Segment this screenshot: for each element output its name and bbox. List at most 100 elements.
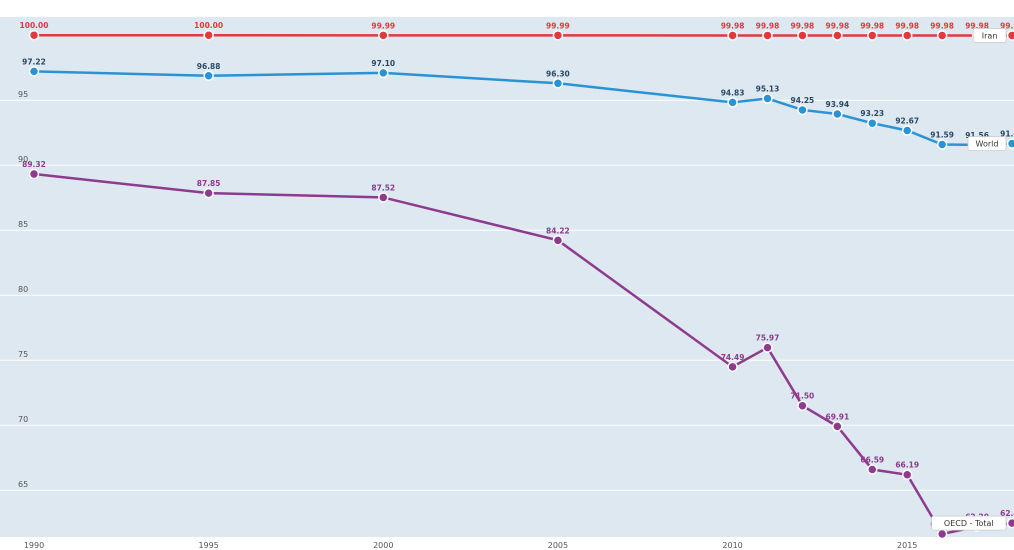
y-tick-label: 95 [18,90,28,99]
data-point[interactable] [203,29,214,41]
data-point[interactable] [378,192,389,203]
data-label: 97.22 [22,57,46,66]
data-point[interactable] [797,30,808,41]
data-label: 99.98 [1000,21,1014,30]
series-tag-label: OECD - Total [944,519,994,528]
series-tag-box [972,28,1007,43]
data-point[interactable] [552,235,564,246]
x-tick-label: 1990 [24,541,44,550]
data-point[interactable] [552,30,564,41]
data-point[interactable] [203,187,214,199]
data-label: 91.66 [1000,130,1014,139]
data-point[interactable] [552,78,564,89]
data-point[interactable] [867,30,878,41]
series-tag-label: World [976,140,999,149]
data-point[interactable] [936,139,948,150]
data-label: 91.56 [965,131,989,140]
data-point[interactable] [727,361,738,373]
data-point[interactable] [901,469,913,480]
data-label: 92.67 [895,116,919,125]
x-tick-label: 1995 [198,541,218,550]
data-label: 100.00 [194,21,223,30]
y-axis-ticks: 65 70 75 80 85 90 95 [18,90,28,489]
series-tag-box [931,515,1007,531]
data-label: 74.49 [721,353,745,362]
data-point[interactable] [762,93,773,104]
data-point[interactable] [378,30,389,41]
x-tick-label: 2005 [548,541,568,550]
y-tick-label: 75 [18,350,28,359]
series-tag: World [967,136,1007,152]
data-label: 99.99 [546,21,570,30]
data-label: 99.98 [930,21,954,30]
data-label: 95.13 [756,85,780,94]
data-label: 99.98 [860,21,884,30]
data-point[interactable] [832,108,843,120]
data-point[interactable] [28,66,40,77]
data-label: 94.25 [791,96,815,105]
y-tick-label: 80 [18,285,28,294]
y-tick-label: 85 [18,220,28,229]
data-point[interactable] [901,30,913,41]
data-label: 91.59 [930,131,954,140]
x-axis-ticks: 1990 1995 2000 2005 2010 2015 [24,541,918,550]
series-tag-label: Iran [982,31,998,40]
data-point[interactable] [1006,138,1014,149]
data-point[interactable] [1006,517,1014,529]
data-label: 87.52 [371,183,395,192]
data-point[interactable] [797,104,808,116]
gridlines [0,99,1014,491]
series-tag: Iran [972,28,1007,43]
data-label: 71.50 [791,392,815,401]
data-point[interactable] [901,125,913,136]
data-label: 69.91 [825,412,849,421]
data-label: 97.10 [371,59,395,68]
data-point[interactable] [867,464,878,475]
data-label: 99.98 [965,21,989,30]
data-point[interactable] [28,168,40,180]
data-label: 66.59 [860,456,884,465]
data-label: 99.98 [756,21,780,30]
data-point[interactable] [727,97,738,108]
data-label: 96.30 [546,69,570,78]
series-tag-box [967,136,1007,152]
plot-background [0,17,1014,537]
y-tick-label: 65 [18,480,28,489]
data-point[interactable] [762,342,773,353]
data-label: 93.23 [860,109,884,118]
data-label: 62.47 [1000,509,1014,518]
data-label: 87.85 [197,179,221,188]
data-label: 99.98 [825,21,849,30]
data-label: 96.88 [197,62,221,71]
data-point[interactable] [762,30,773,41]
data-point[interactable] [28,29,40,41]
data-point[interactable] [832,30,843,41]
data-point[interactable] [727,30,738,41]
data-label: 89.32 [22,160,46,169]
series-iran: 100.00 100.00 99.99 99.99 99.98 99.98 99.98 99.… [20,21,1014,41]
series-tags: Iran World OECD - Total [931,28,1007,531]
data-label: 75.97 [756,334,780,343]
data-point[interactable] [203,70,214,82]
data-point[interactable] [1006,30,1014,41]
data-point[interactable] [378,67,389,79]
data-label: 99.98 [895,21,919,30]
data-point[interactable] [867,117,878,129]
data-label: 99.98 [721,21,745,30]
data-label: 93.94 [825,100,849,109]
x-tick-label: 2015 [897,541,917,550]
data-point[interactable] [797,400,808,411]
data-point[interactable] [832,421,843,432]
y-tick-label: 90 [18,155,28,164]
data-label: 100.00 [20,21,49,30]
data-point[interactable] [936,528,948,540]
data-point[interactable] [936,30,948,41]
data-label: 66.19 [895,461,919,470]
data-label: 84.22 [546,226,570,235]
y-tick-label: 70 [18,415,28,424]
x-tick-label: 2010 [722,541,742,550]
series-tag: OECD - Total [931,515,1007,531]
x-tick-label: 2000 [373,541,393,550]
data-label: 99.99 [371,21,395,30]
